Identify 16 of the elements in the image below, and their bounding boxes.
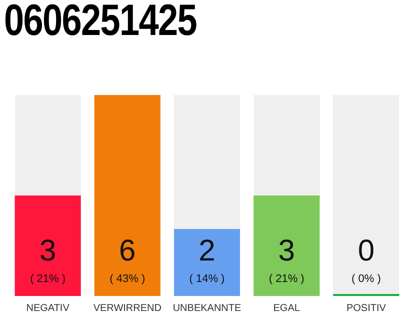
annotation: ( 21% )	[30, 273, 66, 286]
data-label: 2	[198, 234, 216, 268]
data-label: 3	[39, 234, 56, 268]
chart-title: 0606251425	[4, 0, 196, 46]
x-tick-label: EGAL	[273, 302, 300, 314]
x-tick-label: UNBEKANNTE	[172, 302, 242, 314]
annotation: ( 21% )	[268, 273, 304, 286]
x-tick-label: VERWIRREND	[93, 302, 162, 314]
x-tick-label: NEGATIV	[26, 302, 70, 314]
x-tick-label: POSITIV	[346, 302, 386, 314]
data-label: 3	[278, 234, 295, 268]
annotation: ( 0% )	[352, 273, 381, 286]
data-label: 6	[119, 234, 136, 268]
data-label: 0	[358, 234, 375, 268]
annotation: ( 43% )	[110, 273, 146, 286]
annotation: ( 14% )	[189, 273, 225, 286]
